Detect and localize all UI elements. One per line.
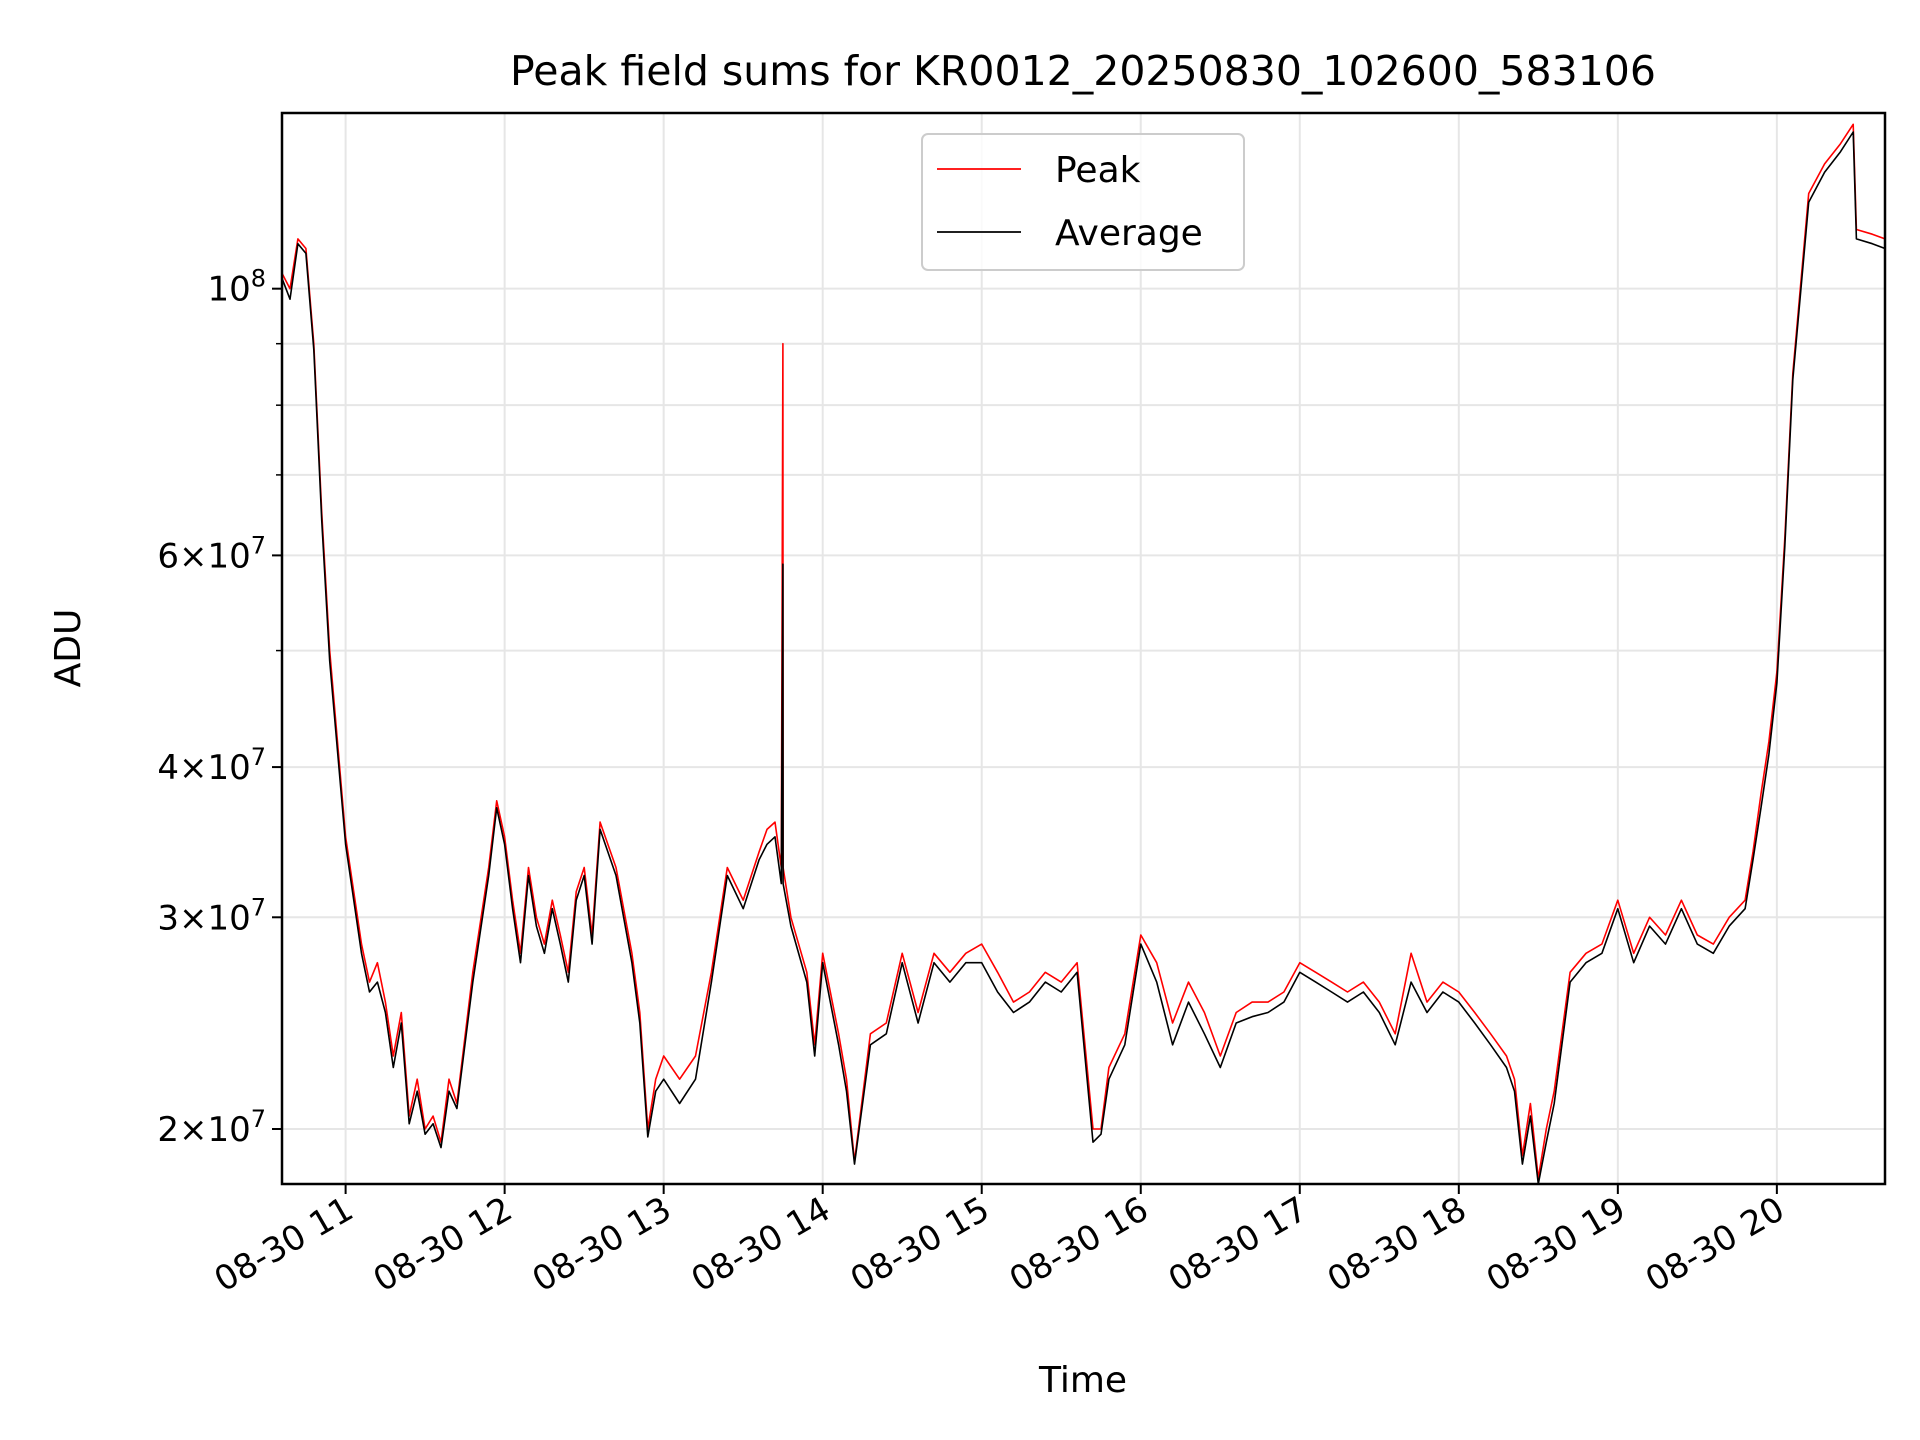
x-tick-label: 08-30 20 bbox=[1639, 1189, 1791, 1300]
y-axis: 2×107 3×107 4×107 6×107 108 bbox=[157, 265, 282, 1150]
x-tick-label: 08-30 15 bbox=[844, 1189, 996, 1300]
y-tick-label: 3×107 bbox=[157, 893, 266, 938]
x-tick-label: 08-30 18 bbox=[1321, 1189, 1473, 1300]
x-axis-label: Time bbox=[1038, 1360, 1127, 1401]
x-tick-label: 08-30 16 bbox=[1003, 1189, 1155, 1300]
legend: Peak Average bbox=[921, 133, 1245, 271]
y-tick-label: 108 bbox=[207, 265, 266, 310]
plot-area-frame bbox=[280, 111, 1887, 1186]
y-tick-label: 2×107 bbox=[157, 1105, 266, 1150]
chart-title: Peak field sums for KR0012_20250830_1026… bbox=[510, 47, 1656, 95]
legend-box bbox=[921, 133, 1245, 271]
legend-label-average: Average bbox=[1055, 213, 1203, 254]
series-line-average bbox=[281, 131, 1886, 1185]
y-axis-label: ADU bbox=[48, 609, 89, 688]
legend-label-peak: Peak bbox=[1055, 150, 1141, 191]
x-tick-label: 08-30 17 bbox=[1162, 1189, 1314, 1300]
x-tick-label: 08-30 19 bbox=[1480, 1189, 1632, 1300]
series-layer bbox=[281, 123, 1886, 1185]
x-tick-label: 08-30 14 bbox=[685, 1189, 837, 1300]
y-tick-label: 6×107 bbox=[157, 531, 266, 576]
series-line-peak bbox=[281, 123, 1886, 1179]
y-tick-label: 4×107 bbox=[157, 743, 266, 788]
x-axis: 08-30 11 08-30 12 08-30 13 08-30 14 08-30 15… bbox=[208, 1184, 1791, 1300]
x-tick-label: 08-30 13 bbox=[526, 1189, 678, 1300]
x-tick-label: 08-30 11 bbox=[208, 1189, 360, 1300]
x-tick-label: 08-30 12 bbox=[367, 1189, 519, 1300]
